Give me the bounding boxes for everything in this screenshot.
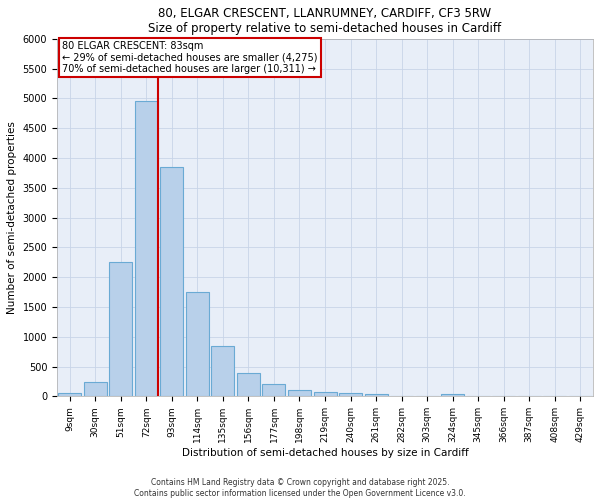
Bar [211, 346, 235, 397]
Bar [339, 393, 362, 396]
Text: Contains HM Land Registry data © Crown copyright and database right 2025.
Contai: Contains HM Land Registry data © Crown c… [134, 478, 466, 498]
Bar [365, 394, 388, 396]
X-axis label: Distribution of semi-detached houses by size in Cardiff: Distribution of semi-detached houses by … [182, 448, 469, 458]
Bar [314, 392, 337, 396]
Text: 80 ELGAR CRESCENT: 83sqm
← 29% of semi-detached houses are smaller (4,275)
70% o: 80 ELGAR CRESCENT: 83sqm ← 29% of semi-d… [62, 40, 318, 74]
Bar [441, 394, 464, 396]
Bar [84, 382, 107, 396]
Bar [109, 262, 132, 396]
Title: 80, ELGAR CRESCENT, LLANRUMNEY, CARDIFF, CF3 5RW
Size of property relative to se: 80, ELGAR CRESCENT, LLANRUMNEY, CARDIFF,… [148, 7, 502, 35]
Bar [262, 384, 286, 396]
Bar [58, 394, 81, 396]
Y-axis label: Number of semi-detached properties: Number of semi-detached properties [7, 121, 17, 314]
Bar [160, 167, 184, 396]
Bar [135, 102, 158, 397]
Bar [237, 372, 260, 396]
Bar [186, 292, 209, 397]
Bar [288, 390, 311, 396]
